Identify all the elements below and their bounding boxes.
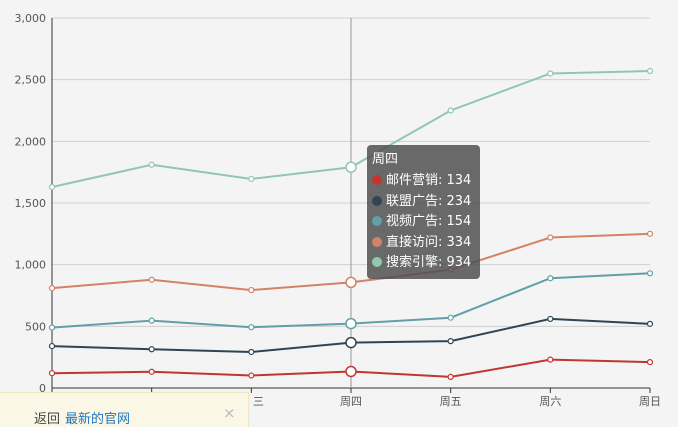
- tooltip-row-label: 搜索引擎: 934: [386, 255, 472, 270]
- data-point: [248, 175, 255, 183]
- data-point: [48, 183, 56, 191]
- tooltip-row: 搜索引擎: 934: [372, 253, 475, 274]
- series-layer: [48, 67, 654, 380]
- data-point: [646, 230, 654, 237]
- data-point: [48, 285, 56, 292]
- data-point: [248, 348, 255, 356]
- data-point: [646, 67, 654, 75]
- series-color-dot: [372, 216, 382, 226]
- official-site-link[interactable]: 最新的官网: [65, 412, 131, 427]
- x-tick-label: 周四: [340, 395, 362, 408]
- data-point: [148, 317, 155, 324]
- data-point: [447, 338, 454, 345]
- series-color-dot: [372, 236, 382, 247]
- data-point: [447, 373, 454, 380]
- series-color-dot: [372, 195, 382, 206]
- tooltip-title: 周四: [372, 152, 399, 167]
- data-point: [48, 370, 56, 377]
- data-point: [148, 368, 155, 375]
- return-banner: 返回 最新的官网 ×: [0, 392, 249, 427]
- data-point: [547, 275, 554, 282]
- tooltip-row: 视频广告: 154: [372, 212, 475, 233]
- y-tick-label: 500: [25, 320, 46, 333]
- tooltip: 周四 邮件营销: 134 联盟广告: 234 视频广告: 154 直接访问: 3…: [367, 145, 480, 279]
- data-point: [547, 315, 554, 323]
- data-point: [547, 234, 554, 241]
- y-tick-label: 2,500: [15, 74, 47, 87]
- data-point: [646, 320, 654, 327]
- data-point: [547, 70, 554, 77]
- banner-prefix: 返回: [34, 412, 61, 427]
- data-point: [248, 372, 255, 379]
- data-point: [345, 336, 357, 349]
- banner-text: 返回 最新的官网: [34, 408, 130, 427]
- data-point: [148, 161, 155, 168]
- data-point: [248, 286, 255, 294]
- y-tick-label: 0: [39, 382, 46, 395]
- data-point: [447, 314, 454, 321]
- data-point: [447, 107, 454, 114]
- x-tick-label: 三: [253, 395, 264, 408]
- tooltip-row: 邮件营销: 134: [372, 171, 475, 192]
- data-point: [345, 365, 357, 378]
- data-point: [646, 270, 654, 277]
- data-point: [248, 324, 255, 331]
- y-tick-label: 3,000: [15, 12, 47, 25]
- data-point: [48, 324, 56, 331]
- data-point: [148, 276, 155, 283]
- y-tick-label: 1,500: [15, 197, 47, 210]
- x-tick-label: 周六: [539, 395, 561, 408]
- data-point: [547, 356, 554, 363]
- tooltip-row-label: 直接访问: 334: [386, 234, 472, 250]
- data-point: [148, 346, 155, 353]
- data-point: [345, 276, 357, 289]
- series-color-dot: [372, 257, 382, 267]
- tooltip-row: 联盟广告: 234: [372, 192, 475, 213]
- y-tick-label: 1,000: [15, 259, 47, 272]
- x-tick-label: 周日: [639, 395, 661, 408]
- data-point: [48, 342, 56, 350]
- data-point: [345, 317, 357, 330]
- tooltip-row: 直接访问: 334: [372, 233, 475, 254]
- tooltip-row-label: 邮件营销: 134: [386, 173, 472, 188]
- close-icon[interactable]: ×: [223, 404, 236, 422]
- series-color-dot: [372, 175, 382, 185]
- data-point: [646, 359, 654, 366]
- x-tick-label: 周五: [440, 395, 462, 408]
- y-tick-label: 2,000: [15, 135, 47, 148]
- data-point: [345, 161, 357, 173]
- tooltip-row-label: 联盟广告: 234: [386, 193, 472, 209]
- tooltip-row-label: 视频广告: 154: [386, 214, 472, 229]
